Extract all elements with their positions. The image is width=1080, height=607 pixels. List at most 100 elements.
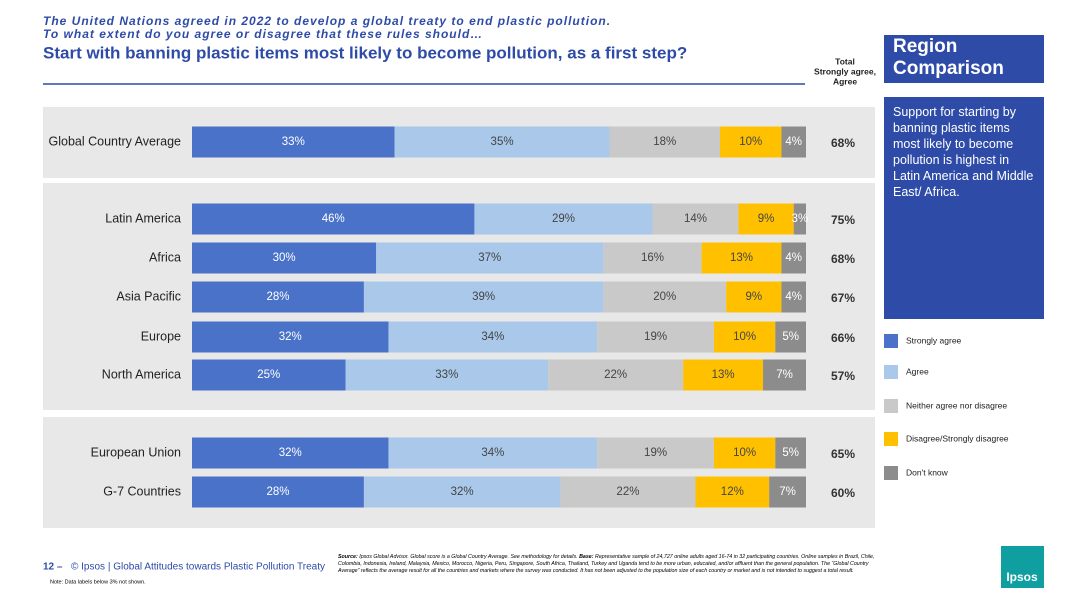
data-label: 10% <box>739 136 762 148</box>
bar-segment <box>793 203 806 235</box>
bar-segment <box>695 476 770 508</box>
data-label: 28% <box>266 486 289 498</box>
bar-segment <box>769 476 806 508</box>
bar-segment <box>738 203 794 235</box>
bar-segment <box>376 242 604 274</box>
bar-segment <box>192 126 395 158</box>
data-label: 22% <box>616 486 639 498</box>
bar-segment <box>597 437 714 469</box>
data-label: 3% <box>792 213 809 225</box>
data-label: 7% <box>776 369 793 381</box>
data-label: 16% <box>641 252 664 264</box>
total-label: 75% <box>831 213 855 227</box>
bar-segment <box>683 359 764 391</box>
data-label: 7% <box>779 486 796 498</box>
legend-label: Disagree/Strongly disagree <box>906 433 1009 443</box>
data-label: 12% <box>721 486 744 498</box>
legend-swatch <box>884 432 898 446</box>
bar-segment <box>192 321 389 353</box>
base-text: Representative sample of 24,727 online a… <box>338 554 875 574</box>
category-label: Latin America <box>105 211 181 225</box>
data-label: 37% <box>478 252 501 264</box>
kicker: To what extent do you agree or disagree … <box>43 27 483 41</box>
total-label: 68% <box>831 136 855 150</box>
data-label: 46% <box>322 213 345 225</box>
source: Source: Ipsos Global Advisor. Global sco… <box>338 554 883 575</box>
data-label: 29% <box>552 213 575 225</box>
category-label: North America <box>102 367 181 381</box>
bar-segment <box>609 126 721 158</box>
panel <box>43 417 875 528</box>
bar-segment <box>388 437 598 469</box>
bar-segment <box>363 476 561 508</box>
data-label: 5% <box>782 447 799 459</box>
data-label: 4% <box>785 136 802 148</box>
credit: © Ipsos | Global Attitudes towards Plast… <box>71 562 325 573</box>
bar-segment <box>726 281 782 313</box>
bar-segment <box>192 437 389 469</box>
logo-text: Ipsos <box>1006 570 1038 584</box>
bar-segment <box>701 242 782 274</box>
bar-segment <box>192 242 377 274</box>
data-label: 18% <box>653 136 676 148</box>
data-label: 4% <box>785 291 802 303</box>
data-label: 32% <box>279 447 302 459</box>
bar-segment <box>597 321 714 353</box>
kicker: The United Nations agreed in 2022 to dev… <box>43 14 611 28</box>
bar-segment <box>781 242 806 274</box>
note: Note: Data labels below 3% not shown. <box>50 579 146 585</box>
bar-segment <box>713 321 776 353</box>
data-label: 10% <box>733 331 756 343</box>
page-number: 12 – <box>43 562 63 573</box>
bar-segment <box>603 281 727 313</box>
data-label: 33% <box>435 369 458 381</box>
bar-segment <box>781 281 806 313</box>
data-label: 30% <box>273 252 296 264</box>
bar-segment <box>192 281 364 313</box>
data-label: 33% <box>282 136 305 148</box>
bar-segment <box>603 242 702 274</box>
sidebar-box <box>884 97 1044 319</box>
data-label: 28% <box>266 291 289 303</box>
data-label: 34% <box>481 331 504 343</box>
bar-segment <box>775 437 806 469</box>
data-label: 35% <box>491 136 514 148</box>
sidebar-title: Region Comparison <box>893 36 1004 79</box>
totals-title: Agree <box>833 76 857 86</box>
data-label: 32% <box>279 331 302 343</box>
total-label: 68% <box>831 252 855 266</box>
data-label: 19% <box>644 331 667 343</box>
bar-segment <box>560 476 696 508</box>
bar-segment <box>474 203 653 235</box>
bar-segment <box>775 321 806 353</box>
legend-swatch <box>884 466 898 480</box>
sidebar-text: Support for starting by banning plastic … <box>893 105 1034 199</box>
source-label: Source: <box>338 554 358 560</box>
data-label: 5% <box>782 331 799 343</box>
data-label: 9% <box>758 213 775 225</box>
bar-segment <box>363 281 604 313</box>
data-label: 25% <box>257 369 280 381</box>
data-label: 32% <box>451 486 474 498</box>
category-label: G-7 Countries <box>103 484 181 498</box>
total-label: 60% <box>831 486 855 500</box>
bar-segment <box>713 437 776 469</box>
data-label: 9% <box>745 291 762 303</box>
data-label: 13% <box>730 252 753 264</box>
bar-segment <box>548 359 684 391</box>
total-label: 57% <box>831 369 855 383</box>
chart-title: Start with banning plastic items most li… <box>43 43 687 62</box>
legend-label: Neither agree nor disagree <box>906 400 1007 410</box>
source-text: Ipsos Global Advisor. Global score is a … <box>359 554 578 560</box>
total-label: 67% <box>831 291 855 305</box>
legend-swatch <box>884 334 898 348</box>
legend-label: Agree <box>906 366 929 376</box>
data-label: 14% <box>684 213 707 225</box>
total-label: 66% <box>831 331 855 345</box>
bar-segment <box>720 126 782 158</box>
data-label: 34% <box>481 447 504 459</box>
category-label: European Union <box>91 445 181 459</box>
sidebar-title-box <box>884 35 1044 83</box>
category-label: Global Country Average <box>49 134 182 148</box>
